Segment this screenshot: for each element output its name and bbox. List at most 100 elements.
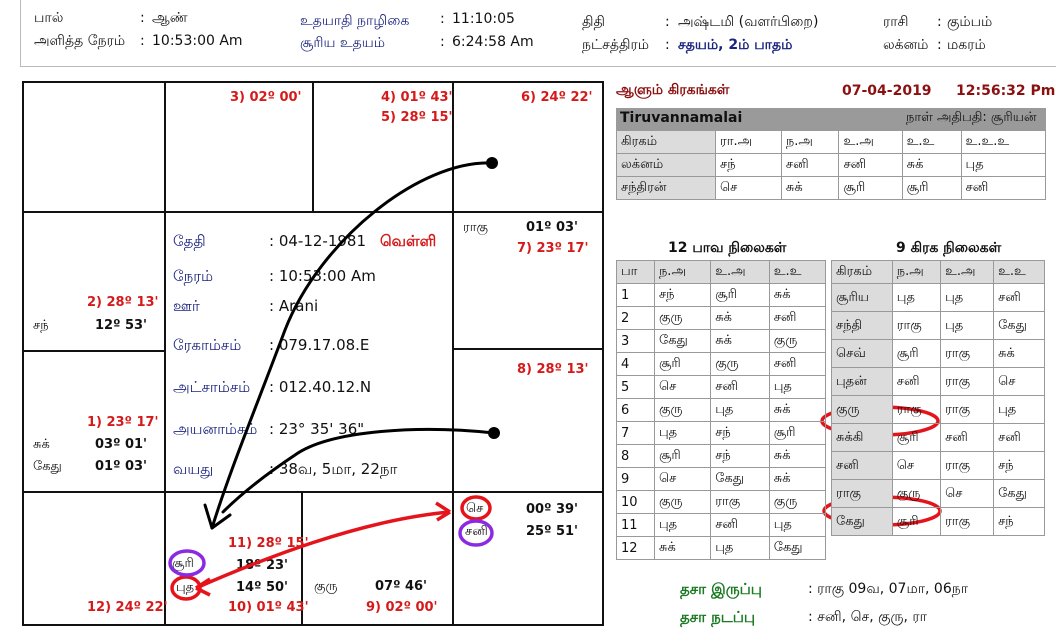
guru-planet: குரு	[314, 579, 338, 594]
kethu-planet: கேது	[33, 459, 62, 474]
ruling-cell: சனி	[838, 153, 903, 177]
ruling-cell: சுக்	[780, 176, 840, 200]
bhava-cell: கேது	[768, 536, 827, 560]
graha-row: செவ் சூரி ராகு சுக்	[831, 339, 1045, 368]
graha-cell: கேது	[993, 311, 1045, 340]
graha-title: 9 கிரக நிலைகள்	[896, 240, 1002, 256]
graha-cell: செ	[993, 367, 1045, 396]
sex-label: பால்	[34, 10, 64, 26]
bhava-table: பா ந.அ உ.அ உ.உ 1 சந் சூரி சுக் 2 குரு சுக் சனி 3 கேது…	[616, 260, 827, 560]
star-label: நட்சத்திரம்	[582, 37, 649, 53]
ruling-time: 12:56:32 Pm	[956, 83, 1056, 99]
graha-cell: ராகு	[940, 451, 995, 480]
graha-cell: புத	[993, 395, 1045, 424]
udayadi-colon: :	[440, 11, 445, 27]
ruling-cell: சனி	[780, 153, 840, 177]
chart-hline-3	[22, 491, 604, 493]
ruling-cell: புத	[960, 153, 1047, 177]
bhava-cell: சுக்	[768, 398, 827, 422]
time-value: : 10:53:00 Am	[269, 267, 376, 285]
house-8-degree: 8) 28º 13'	[517, 362, 589, 377]
lagna-colon: :	[937, 37, 942, 53]
black-arrow-2	[221, 428, 496, 514]
bhava-cell: 5	[616, 375, 655, 399]
graha-cell: ராகு	[891, 395, 942, 424]
graha-cell: சந்தி	[831, 311, 893, 340]
dasa-current-value: : சனி, செ, குரு, ரா	[808, 609, 927, 625]
bhava-title: 12 பாவ நிலைகள்	[668, 240, 787, 256]
house-6-degree: 6) 24º 22'	[521, 90, 593, 105]
graha-cell: ராகு	[940, 339, 995, 368]
star-value: சதயம், 2ம் பாதம்	[678, 37, 793, 53]
bhava-cell: சூரி	[653, 352, 712, 376]
bhava-cell: புத	[653, 513, 712, 537]
header-bottom-border	[20, 66, 1056, 67]
suriyan-planet: சூரி	[172, 556, 194, 571]
graha-cell: ராகு	[940, 395, 995, 424]
date-label: தேதி	[173, 232, 206, 250]
ruling-cell: சூரி	[838, 176, 903, 200]
graha-cell: சுக்கி	[831, 423, 893, 452]
chandran-planet: சந்	[33, 318, 49, 333]
bhava-header-cell: உ.அ	[710, 260, 770, 284]
dasa-current-label: தசா நடப்பு	[680, 608, 756, 626]
bhava-row: 12 சுக் புத கேது	[616, 536, 827, 560]
bhava-cell: சந்	[710, 444, 770, 468]
bhava-row: 8 சூரி சந் சுக்	[616, 444, 827, 468]
graha-cell: சனி	[831, 451, 893, 480]
place-value: : Arani	[269, 297, 319, 315]
bhava-cell: சனி	[710, 513, 770, 537]
sukran-planet: சுக்	[33, 437, 50, 452]
bhava-cell: புத	[768, 375, 827, 399]
bhava-cell: சந்	[653, 283, 712, 307]
graha-cell: சனி	[940, 423, 995, 452]
lagna-label: லக்னம்	[883, 37, 929, 53]
house-4-degree: 4) 01º 43'	[381, 90, 453, 105]
ruling-row-label: கிரகம்	[616, 130, 716, 154]
bhava-row: 1 சந் சூரி சுக்	[616, 283, 827, 307]
graha-cell: சூரி	[891, 423, 942, 452]
graha-cell: குரு	[891, 479, 942, 508]
bhava-row: 6 குரு புத சுக்	[616, 398, 827, 422]
house-11-degree: 11) 28º 15'	[228, 536, 309, 551]
sani-planet: சனி	[465, 524, 488, 539]
graha-cell: செ	[891, 451, 942, 480]
graha-cell: சந்	[993, 451, 1045, 480]
graha-header-cell: உ.உ	[993, 260, 1045, 284]
sukran-degree: 03º 01'	[95, 437, 148, 452]
graha-row: புதன் சனி ராகு செ	[831, 367, 1045, 396]
bhava-cell: 7	[616, 421, 655, 445]
graha-header-cell: ந.அ	[891, 260, 942, 284]
bhava-cell: செ	[653, 375, 712, 399]
black-arrow-1-head	[203, 503, 232, 530]
graha-cell: புத	[891, 283, 942, 312]
black-arrow-1	[210, 161, 494, 530]
age-label: வயது	[173, 460, 214, 478]
day-value: வெள்ளி	[380, 232, 437, 250]
bhava-cell: 6	[616, 398, 655, 422]
bhava-cell: சுக்	[710, 306, 770, 330]
chart-vline-2-top	[312, 81, 314, 211]
chandran-degree: 12º 53'	[95, 318, 148, 333]
lagna-value: மகரம்	[947, 37, 986, 53]
graha-cell: சனி	[993, 423, 1045, 452]
graha-cell: சுக்	[993, 339, 1045, 368]
house-7-degree: 7) 23º 17'	[517, 241, 589, 256]
sunrise-colon: :	[440, 34, 445, 50]
bhava-row: 7 புத சந் சூரி	[616, 421, 827, 445]
bhava-cell: 3	[616, 329, 655, 353]
ruling-date: 07-04-2019	[842, 83, 932, 99]
bhava-cell: சூரி	[768, 421, 827, 445]
given-time-label: அளித்த நேரம்	[34, 33, 126, 49]
star-colon: :	[665, 37, 670, 53]
rasi-value: கும்பம்	[947, 14, 993, 30]
ruling-panel: Tiruvannamalai நாள் அதிபதி: சூரியன் கிரக…	[616, 108, 1047, 200]
chart-center-panel	[166, 213, 452, 491]
graha-cell: சூரிய	[831, 283, 893, 312]
ruling-cell: ந.அ	[780, 130, 840, 154]
bhava-cell: சனி	[768, 352, 827, 376]
graha-cell: சூரி	[891, 507, 942, 536]
bhava-row: 2 குரு சுக் சனி	[616, 306, 827, 330]
bhava-cell: குரு	[653, 306, 712, 330]
bhava-cell: செ	[653, 467, 712, 491]
